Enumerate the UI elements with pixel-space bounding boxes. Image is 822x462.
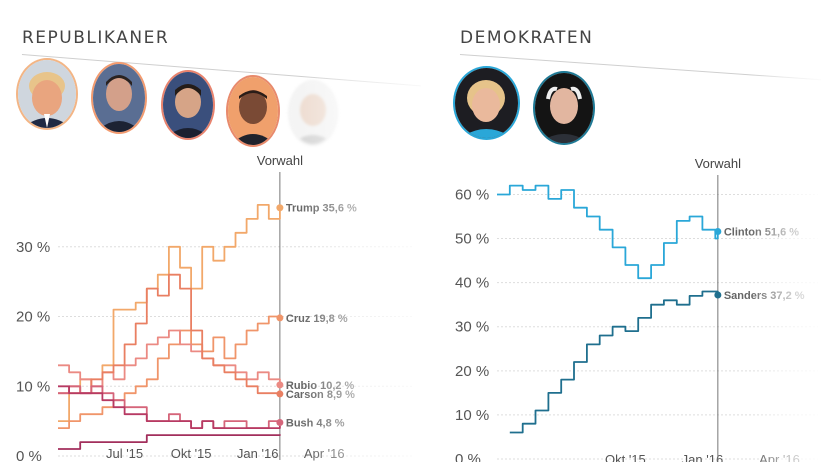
democrat-title: DEMOKRATEN: [460, 28, 594, 48]
dem-series-end-dot: [714, 227, 722, 235]
dem-ytick-label: 10 %: [455, 407, 489, 424]
rep-ytick-label: 0 %: [16, 448, 42, 462]
dem-series-end-dot: [714, 291, 722, 299]
rep-ytick-label: 20 %: [16, 309, 50, 326]
rep-series-label-bush: Bush 4,8 %: [286, 418, 345, 430]
rep-series-line-other-5: [58, 385, 281, 429]
dem-ytick-label: 40 %: [455, 275, 489, 292]
rep-xtick-label: Okt '15: [171, 446, 212, 461]
dem-ytick-label: 60 %: [455, 186, 489, 203]
dem-ytick-label: 20 %: [455, 363, 489, 380]
rep-primary-marker-label: Vorwahl: [257, 153, 303, 168]
rep-xtick-label: Apr '16: [304, 446, 345, 461]
rep-series-end-dot: [276, 390, 284, 398]
rep-series-label-trump: Trump 35,6 %: [286, 203, 357, 215]
rep-series-line-carson: [58, 273, 281, 395]
rep-series-end-dot: [276, 419, 284, 427]
dem-series-line-sanders: [509, 290, 719, 434]
republican-panel: REPUBLIKANER: [21, 28, 421, 87]
dem-ytick-label: 30 %: [455, 319, 489, 336]
democrat-panel: DEMOKRATEN: [430, 0, 822, 462]
rep-xtick-label: Jul '15: [106, 446, 143, 461]
rep-series-line-other-6: [58, 434, 281, 450]
dem-series-label-sanders: Sanders 37,2 %: [724, 290, 805, 302]
rep-series-line-cruz: [58, 315, 281, 429]
democrat-chart: 0 % 10 % 20 % 30 % 40 % 50 % 60 % Okt '15 Jan '1…: [455, 156, 818, 462]
rep-series-label-carson: Carson 8,9 %: [286, 389, 355, 401]
dem-series-line-clinton: [497, 184, 719, 280]
republican-chart: 0 % 10 % 20 % 30 % Jul '15 Okt '15 Jan '16 Apr …: [16, 153, 413, 462]
rep-series-end-dot: [276, 314, 284, 322]
rep-ytick-label: 30 %: [16, 239, 50, 256]
rep-series-label-cruz: Cruz 19,8 %: [286, 313, 348, 325]
dem-xtick-label: Jan '16: [682, 452, 724, 462]
dem-ytick-label: 0 %: [455, 451, 481, 462]
dem-xtick-label: Apr '16: [759, 452, 800, 462]
dem-ytick-label: 50 %: [455, 231, 489, 248]
dem-xtick-label: Okt '15: [605, 452, 646, 462]
rep-series-end-dot: [276, 381, 284, 389]
rep-series-end-dot: [276, 204, 284, 212]
candidate-avatar-cruz[interactable]: [93, 64, 145, 132]
rep-ytick-label: 10 %: [16, 378, 50, 395]
candidate-avatar-carson[interactable]: [228, 77, 278, 145]
rep-series-line-bush: [58, 385, 281, 429]
dem-series-label-clinton: Clinton 51,6 %: [724, 226, 799, 238]
republican-title: REPUBLIKANER: [22, 28, 170, 48]
rep-xtick-label: Jan '16: [237, 446, 279, 461]
dem-primary-marker-label: Vorwahl: [695, 156, 741, 171]
